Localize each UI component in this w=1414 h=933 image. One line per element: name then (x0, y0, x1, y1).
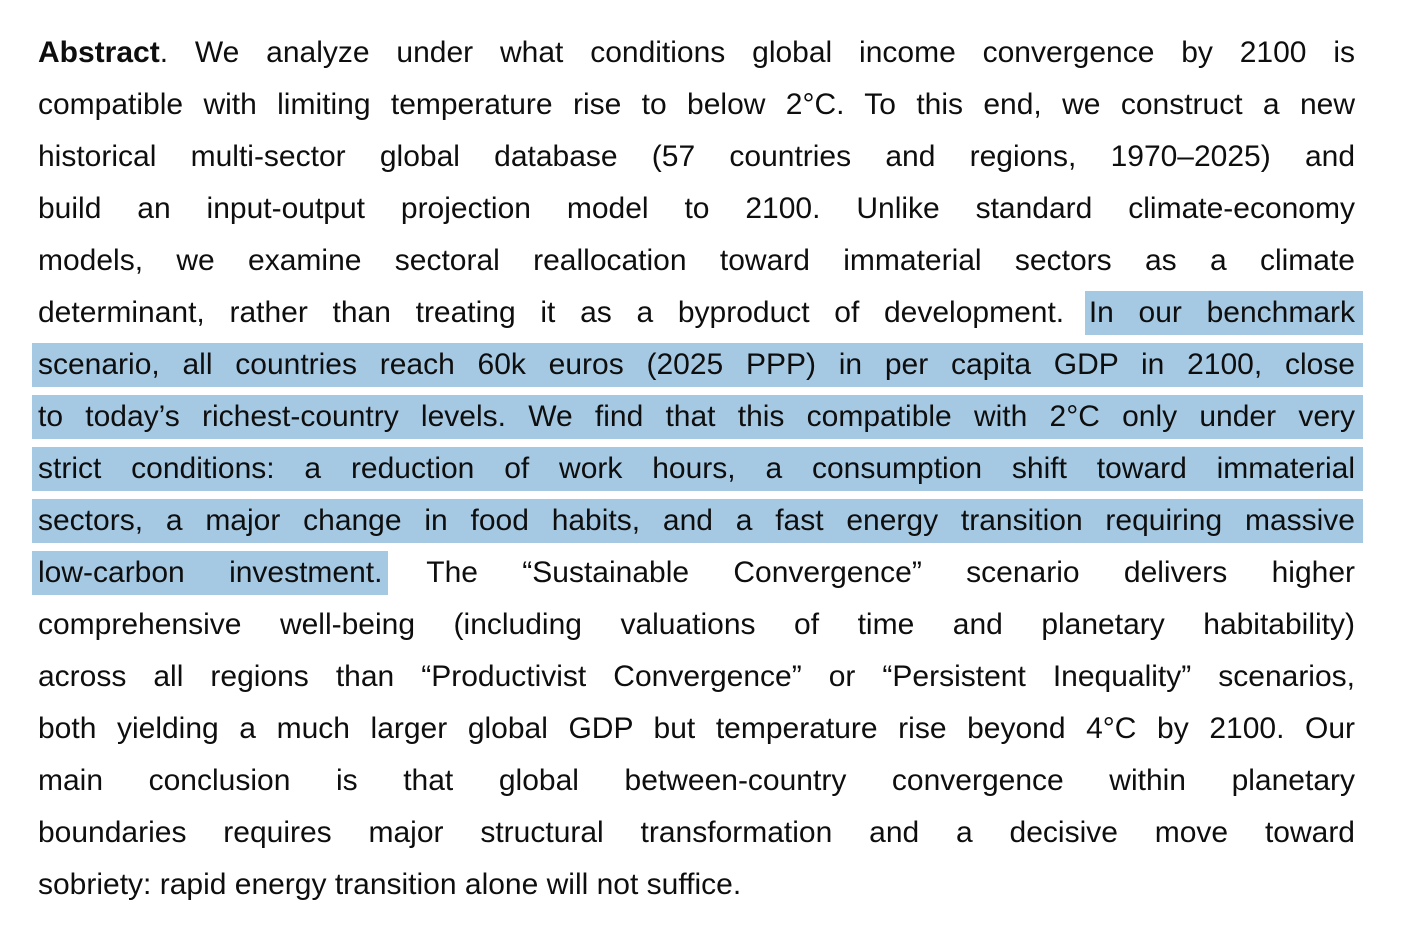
text-line: Abstract. We analyze under what conditio… (38, 27, 1355, 79)
highlighted-text: low-carbon investment. (32, 551, 389, 595)
highlighted-text: In our benchmark (1084, 291, 1364, 335)
text-line: sectors, a major change in food habits, … (32, 495, 1363, 547)
text-segment: build an input-output projection model t… (38, 192, 1355, 225)
text-line: boundaries requires major structural tra… (38, 807, 1355, 859)
text-line: across all regions than “Productivist Co… (38, 651, 1355, 703)
text-line: low-carbon investment. The “Sustainable … (32, 547, 1355, 599)
text-line: main conclusion is that global between-c… (38, 755, 1355, 807)
text-line: sobriety: rapid energy transition alone … (38, 859, 1355, 911)
highlighted-text: to today’s richest-country levels. We fi… (32, 395, 1363, 439)
text-line: both yielding a much larger global GDP b… (38, 703, 1355, 755)
text-segment: across all regions than “Productivist Co… (38, 660, 1355, 693)
abstract-paragraph: Abstract. We analyze under what conditio… (32, 27, 1364, 911)
text-segment: both yielding a much larger global GDP b… (38, 712, 1355, 745)
text-segment: determinant, rather than treating it as … (38, 296, 1089, 329)
text-line: scenario, all countries reach 60k euros … (32, 339, 1363, 391)
text-line: build an input-output projection model t… (38, 183, 1355, 235)
highlighted-text: scenario, all countries reach 60k euros … (32, 343, 1363, 387)
text-segment: . We analyze under what conditions globa… (159, 36, 1355, 69)
text-line: strict conditions: a reduction of work h… (32, 443, 1363, 495)
text-line: to today’s richest-country levels. We fi… (32, 391, 1363, 443)
text-segment: comprehensive well-being (including valu… (38, 608, 1355, 641)
text-segment: models, we examine sectoral reallocation… (38, 244, 1355, 277)
text-segment: historical multi-sector global database … (38, 140, 1355, 173)
text-segment: main conclusion is that global between-c… (38, 764, 1355, 797)
text-segment: The “Sustainable Convergence” scenario d… (382, 556, 1355, 589)
text-line: comprehensive well-being (including valu… (38, 599, 1355, 651)
text-segment: sobriety: rapid energy transition alone … (38, 868, 742, 901)
abstract-label: Abstract (38, 36, 160, 69)
text-line: compatible with limiting temperature ris… (38, 79, 1355, 131)
text-segment: compatible with limiting temperature ris… (38, 88, 1355, 121)
text-line: historical multi-sector global database … (38, 131, 1355, 183)
highlighted-text: strict conditions: a reduction of work h… (32, 447, 1363, 491)
highlighted-text: sectors, a major change in food habits, … (32, 499, 1363, 543)
text-line: determinant, rather than treating it as … (38, 287, 1364, 339)
text-line: models, we examine sectoral reallocation… (38, 235, 1355, 287)
text-segment: boundaries requires major structural tra… (38, 816, 1355, 849)
